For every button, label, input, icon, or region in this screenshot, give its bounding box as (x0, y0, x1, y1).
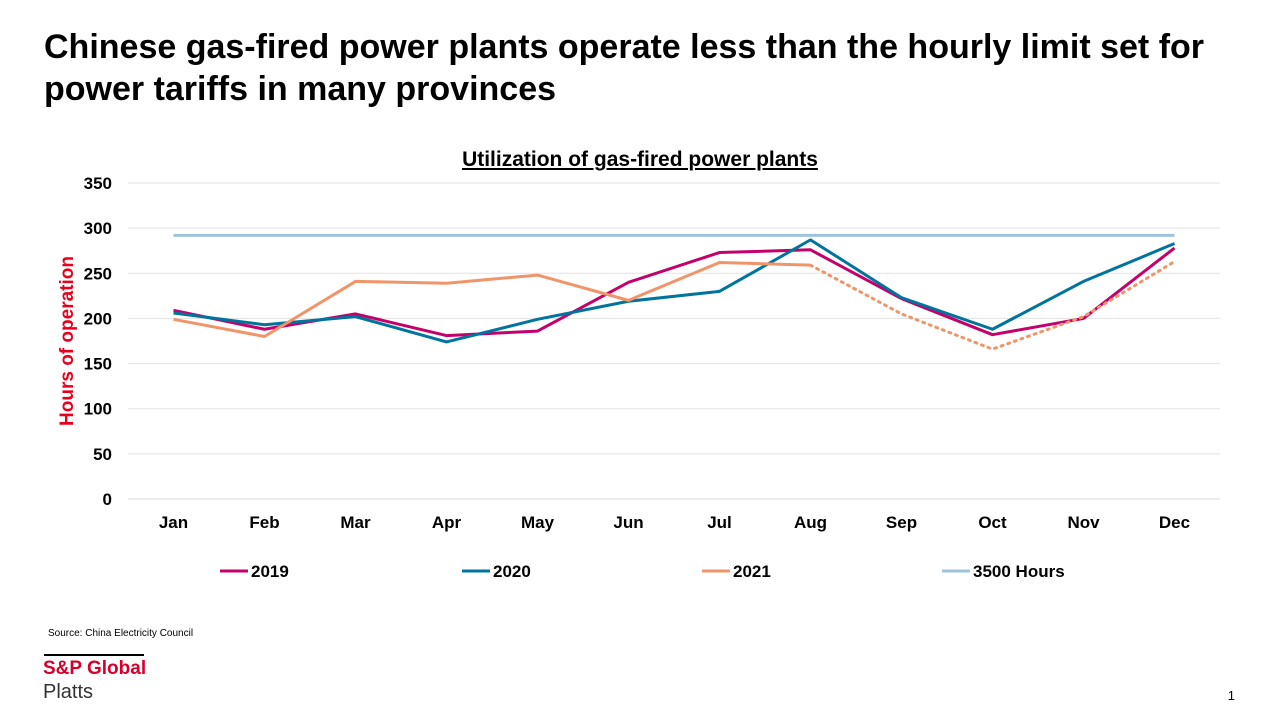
y-tick-label: 250 (84, 264, 112, 283)
legend-label-3500 Hours: 3500 Hours (973, 562, 1065, 581)
x-tick-label: Jul (707, 513, 732, 532)
logo-rule (44, 654, 144, 656)
y-tick-label: 300 (84, 219, 112, 238)
legend-label-2020: 2020 (493, 562, 531, 581)
x-tick-label: Nov (1067, 513, 1100, 532)
page-number: 1 (1227, 688, 1235, 703)
x-tick-label: Sep (886, 513, 917, 532)
logo-subbrand: Platts (43, 681, 94, 703)
x-tick-label: Dec (1159, 513, 1190, 532)
legend-label-2019: 2019 (251, 562, 289, 581)
series-line-2021 (173, 260, 811, 338)
logo-brand: S&P Global (43, 658, 147, 679)
x-tick-label: May (521, 513, 555, 532)
y-tick-label: 200 (84, 309, 112, 328)
x-tick-label: Apr (432, 513, 462, 532)
series-line-2020 (173, 238, 1176, 344)
y-tick-label: 100 (84, 400, 112, 419)
x-tick-label: Feb (249, 513, 279, 532)
x-tick-label: Oct (978, 513, 1007, 532)
chart-title: Utilization of gas-fired power plants (462, 148, 818, 171)
slide-headline: Chinese gas-fired power plants operate l… (44, 28, 1205, 108)
y-axis-label: Hours of operation (57, 256, 78, 426)
x-tick-label: Aug (794, 513, 827, 532)
x-tick-label: Jan (159, 513, 188, 532)
y-tick-label: 0 (103, 490, 112, 509)
x-tick-label: Jun (613, 513, 643, 532)
legend-label-2021: 2021 (733, 562, 771, 581)
x-tick-label: Mar (340, 513, 371, 532)
series-line-2021-dotted (809, 260, 1176, 351)
y-tick-label: 150 (84, 355, 112, 374)
series-line-2019 (173, 246, 1176, 338)
y-tick-label: 50 (93, 445, 112, 464)
y-tick-label: 350 (84, 174, 112, 193)
source-note: Source: China Electricity Council (48, 628, 194, 639)
